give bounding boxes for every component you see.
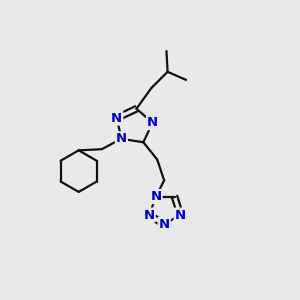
Text: N: N bbox=[147, 116, 158, 129]
Text: N: N bbox=[144, 208, 155, 221]
Text: N: N bbox=[159, 218, 170, 231]
Text: N: N bbox=[151, 190, 162, 203]
Text: N: N bbox=[116, 132, 127, 145]
Text: N: N bbox=[175, 208, 186, 221]
Text: N: N bbox=[111, 112, 122, 124]
